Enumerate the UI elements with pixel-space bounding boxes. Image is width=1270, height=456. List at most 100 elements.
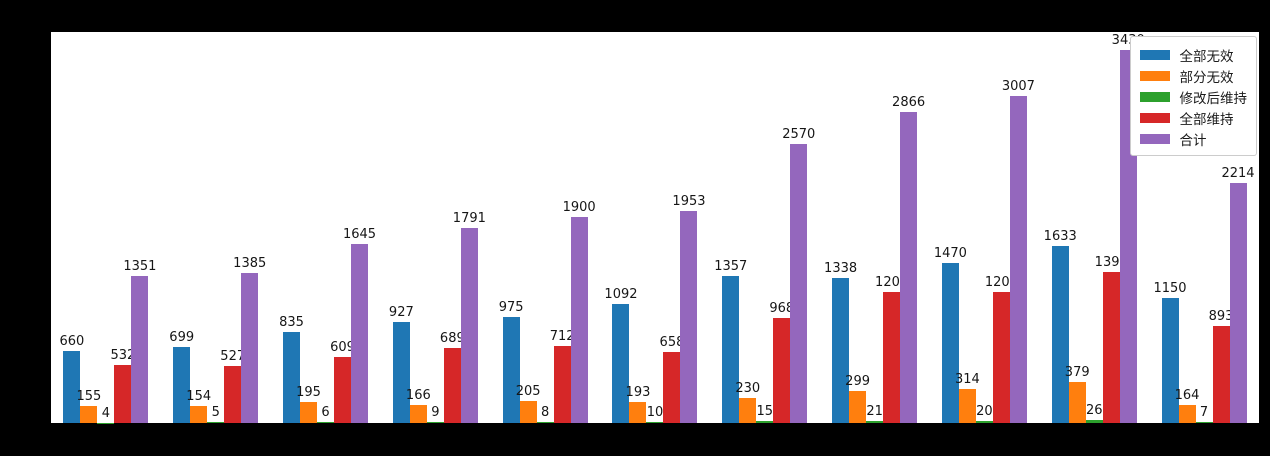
bar: 1900 <box>563 200 596 423</box>
bar: 2866 <box>892 95 925 423</box>
bar-group: 1633 379 26 1392 3430 <box>1044 32 1145 423</box>
bar: 1633 <box>1044 229 1077 423</box>
bar-group: 927 166 9 689 1791 <box>389 32 486 423</box>
bar: 5 <box>207 406 225 423</box>
bar: 230 <box>735 382 760 423</box>
bar-value-label: 7 <box>1199 405 1209 421</box>
legend-entry: 部分无效 <box>1139 65 1248 86</box>
bar-value-label: 1470 <box>933 246 967 262</box>
bar-value-label: 3007 <box>1001 79 1035 95</box>
legend-entry: 修改后维持 <box>1139 86 1248 107</box>
legend-entry: 合计 <box>1139 128 1248 149</box>
bar-value-label: 1150 <box>1153 281 1187 297</box>
bar: 1203 <box>985 276 1018 423</box>
bar: 1357 <box>714 259 747 423</box>
bar: 299 <box>845 374 870 423</box>
bar: 195 <box>296 385 321 423</box>
bar: 527 <box>220 349 245 423</box>
bar: 1470 <box>934 247 967 423</box>
bar: 712 <box>550 329 575 423</box>
bar-value-label: 21 <box>866 403 883 419</box>
bar-value-label: 2214 <box>1221 165 1255 181</box>
bar-group: 1338 299 21 1208 2866 <box>824 32 925 423</box>
legend: 全部无效部分无效修改后维持全部维持合计 <box>1129 36 1257 156</box>
bar: 975 <box>499 301 524 423</box>
bar: 21 <box>866 404 884 423</box>
legend-swatch-icon <box>1139 91 1170 102</box>
bar-value-label: 4 <box>101 405 111 421</box>
bar: 1338 <box>824 261 857 423</box>
bar-group: 660 155 4 532 1351 <box>59 32 156 423</box>
bar-value-label: 15 <box>756 404 774 420</box>
legend-entry: 全部维持 <box>1139 107 1248 128</box>
bar-value-label: 699 <box>169 330 195 346</box>
bar-value-label: 9 <box>431 405 440 421</box>
bar-value-label: 1953 <box>672 193 706 209</box>
bar-value-label: 1645 <box>342 227 377 243</box>
bar-value-label: 1633 <box>1043 228 1077 244</box>
bar-value-label: 835 <box>279 315 304 331</box>
bar: 1791 <box>453 212 486 423</box>
legend-label: 部分无效 <box>1179 69 1234 86</box>
bar: 1150 <box>1153 282 1187 423</box>
bar-value-label: 1357 <box>714 258 748 274</box>
bar-value-label: 2866 <box>892 94 926 110</box>
bar: 10 <box>646 405 664 423</box>
bar: 1392 <box>1095 255 1128 423</box>
bar-value-label: 20 <box>976 403 993 419</box>
legend-label: 全部无效 <box>1179 48 1234 65</box>
bar: 609 <box>330 340 355 423</box>
bar: 379 <box>1065 365 1090 423</box>
bar: 658 <box>660 335 684 423</box>
bar-group: 835 195 6 609 1645 <box>279 32 376 423</box>
bar-value-label: 5 <box>211 405 220 421</box>
bar: 1953 <box>672 194 706 423</box>
bar: 1092 <box>604 288 638 423</box>
bar: 155 <box>76 390 101 423</box>
bar: 835 <box>279 316 304 423</box>
legend-swatch-icon <box>1139 70 1170 81</box>
bar: 1208 <box>875 275 908 423</box>
legend-label: 合计 <box>1179 132 1207 149</box>
bar-value-label: 1385 <box>233 255 267 271</box>
bar: 893 <box>1209 310 1233 423</box>
bar-value-label: 660 <box>59 334 85 350</box>
bar-value-label: 6 <box>321 405 330 421</box>
bar: 164 <box>1175 389 1199 423</box>
legend-label: 修改后维持 <box>1179 90 1248 107</box>
bar-value-label: 10 <box>646 404 664 420</box>
bar: 9 <box>426 406 444 423</box>
bar: 927 <box>389 306 414 423</box>
bar: 689 <box>440 332 465 423</box>
bar: 193 <box>626 386 650 423</box>
bar-groups: 660 155 4 532 1351 699 154 5 527 1385 835 195 6 609 16… <box>51 32 1259 423</box>
legend-swatch-icon <box>1139 112 1170 123</box>
bar-group: 699 154 5 527 1385 <box>169 32 266 423</box>
bar: 968 <box>769 301 794 423</box>
bar-value-label: 26 <box>1085 403 1103 419</box>
bar: 1351 <box>123 260 156 423</box>
bar: 2570 <box>782 127 815 423</box>
bar: 166 <box>406 388 431 423</box>
legend-entry: 全部无效 <box>1139 44 1248 65</box>
bar: 532 <box>110 349 135 423</box>
bar: 26 <box>1085 404 1103 423</box>
bar: 660 <box>59 335 84 423</box>
bar-value-label: 1791 <box>452 211 486 227</box>
legend-label: 全部维持 <box>1179 111 1234 128</box>
bar: 2214 <box>1221 166 1255 423</box>
bar-group: 1092 193 10 658 1953 <box>604 32 706 423</box>
bar: 6 <box>317 406 335 423</box>
bar-value-label: 927 <box>388 305 414 321</box>
bar: 3007 <box>1002 80 1035 423</box>
legend-swatch-icon <box>1139 49 1170 60</box>
bar-value-label: 975 <box>498 300 524 316</box>
bar-value-label: 8 <box>541 405 550 421</box>
bar: 1645 <box>343 228 376 423</box>
bar: 205 <box>516 384 541 423</box>
bar: 20 <box>975 404 993 423</box>
bar: 8 <box>536 406 554 423</box>
bar-value-label: 2570 <box>782 126 816 142</box>
bar: 314 <box>955 372 980 423</box>
